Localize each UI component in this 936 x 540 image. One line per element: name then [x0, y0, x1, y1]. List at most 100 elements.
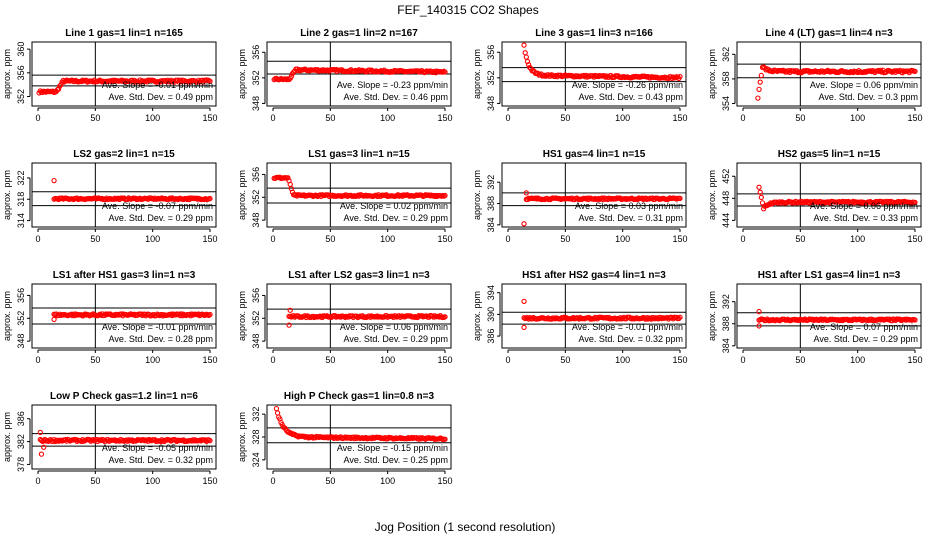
- data-point: [522, 50, 528, 56]
- stddev-annotation: Ave. Std. Dev. = 0.31 ppm: [579, 213, 683, 223]
- y-tick-label: 448: [721, 191, 731, 206]
- x-tick-label: 0: [270, 234, 275, 244]
- data-point: [57, 83, 63, 89]
- data-point: [442, 314, 448, 320]
- panel-title: Line 4 (LT) gas=1 lin=4 n=3: [765, 28, 893, 39]
- x-tick-label: 50: [560, 113, 570, 123]
- panel-11: HS1 after HS2 gas=4 lin=1 n=3 approx. ppm…: [472, 270, 688, 365]
- data-point: [287, 307, 293, 313]
- data-point: [37, 429, 43, 436]
- data-point: [806, 200, 813, 206]
- figure-title: FEF_140315 CO2 Shapes: [397, 3, 538, 17]
- data-point: [51, 177, 57, 184]
- panel-ylabel: approx. ppm: [237, 291, 247, 341]
- x-tick-label: 100: [615, 234, 630, 244]
- data-point: [756, 323, 762, 329]
- panel-title: HS2 gas=5 lin=1 n=15: [778, 149, 881, 160]
- data-point: [773, 199, 779, 205]
- y-tick-label: 362: [721, 47, 731, 62]
- data-point: [758, 72, 764, 79]
- x-tick-label: 0: [270, 476, 275, 486]
- x-tick-label: 50: [325, 234, 335, 244]
- y-tick-label: 352: [251, 190, 261, 205]
- panel-ylabel: approx. ppm: [472, 170, 482, 220]
- data-point: [639, 195, 645, 201]
- x-tick-label: 150: [202, 355, 217, 365]
- y-tick-label: 324: [251, 452, 261, 467]
- y-tick-label: 386: [16, 411, 26, 426]
- slope-annotation: Ave. Slope = 0.06 ppm/min: [810, 80, 918, 90]
- stddev-annotation: Ave. Std. Dev. = 0.43 ppm: [579, 92, 683, 102]
- slope-annotation: Ave. Slope = -0.05 ppm/min: [102, 443, 213, 453]
- panel-title: HS1 after HS2 gas=4 lin=1 n=3: [522, 270, 666, 281]
- plot-frame: [501, 162, 687, 228]
- panel-ylabel: approx. ppm: [472, 291, 482, 341]
- panel-title: LS1 after HS1 gas=3 lin=1 n=3: [53, 270, 196, 281]
- panel-6: LS1 gas=3 lin=1 n=15 approx. ppm 0 50 100 150…: [237, 149, 453, 244]
- x-tick-label: 100: [615, 355, 630, 365]
- data-point: [676, 315, 682, 322]
- x-tick-label: 150: [437, 113, 452, 123]
- data-point: [38, 451, 45, 457]
- y-tick-label: 318: [16, 192, 26, 207]
- data-points: [51, 177, 213, 203]
- slope-annotation: Ave. Slope = -0.01 ppm/min: [572, 322, 683, 332]
- panel-1: Line 1 gas=1 lin=1 n=165 approx. ppm 0 50 10…: [2, 28, 218, 123]
- y-tick-label: 354: [721, 96, 731, 111]
- panel-2: Line 2 gas=1 lin=2 n=167 approx. ppm 0 50 10…: [237, 28, 453, 123]
- stddev-annotation: Ave. Std. Dev. = 0.32 ppm: [579, 334, 683, 344]
- data-point: [58, 82, 64, 88]
- data-point: [650, 315, 657, 321]
- data-point: [442, 192, 448, 199]
- data-point: [41, 444, 47, 450]
- y-tick-label: 390: [486, 307, 496, 322]
- data-point: [677, 314, 683, 320]
- data-point: [912, 199, 918, 206]
- x-tick-label: 0: [270, 355, 275, 365]
- y-tick-label: 356: [16, 65, 26, 80]
- x-tick-label: 100: [615, 113, 630, 123]
- data-point: [55, 86, 62, 92]
- stddev-annotation: Ave. Std. Dev. = 0.49 ppm: [109, 92, 213, 102]
- data-points: [37, 429, 213, 457]
- x-tick-label: 100: [145, 476, 160, 486]
- data-point: [595, 195, 602, 202]
- y-tick-label: 322: [16, 170, 26, 185]
- data-point: [521, 324, 527, 331]
- stddev-annotation: Ave. Std. Dev. = 0.25 ppm: [344, 455, 448, 465]
- plot-frame: [266, 162, 452, 228]
- x-tick-label: 100: [380, 234, 395, 244]
- panel-title: Line 2 gas=1 lin=2 n=167: [300, 28, 418, 39]
- x-tick-label: 150: [672, 355, 687, 365]
- slope-annotation: Ave. Slope = -0.26 ppm/min: [572, 80, 683, 90]
- x-tick-label: 100: [850, 355, 865, 365]
- slope-annotation: Ave. Slope = -0.01 ppm/min: [102, 80, 213, 90]
- data-point: [521, 298, 527, 305]
- stddev-annotation: Ave. Std. Dev. = 0.29 ppm: [344, 213, 448, 223]
- y-tick-label: 352: [16, 89, 26, 104]
- data-points: [51, 311, 213, 323]
- data-point: [755, 95, 761, 101]
- figure-xlabel: Jog Position (1 second resolution): [375, 520, 556, 534]
- x-tick-label: 50: [325, 476, 335, 486]
- stddev-annotation: Ave. Std. Dev. = 0.29 ppm: [109, 213, 213, 223]
- data-point: [51, 316, 57, 323]
- data-point: [356, 67, 362, 73]
- x-tick-label: 50: [560, 355, 570, 365]
- panel-ylabel: approx. ppm: [2, 291, 12, 341]
- y-tick-label: 356: [16, 288, 26, 303]
- y-tick-label: 356: [251, 167, 261, 182]
- x-tick-label: 50: [795, 355, 805, 365]
- plot-frame: [736, 283, 922, 349]
- data-points: [756, 308, 918, 329]
- data-point: [645, 316, 651, 322]
- data-point: [442, 436, 448, 442]
- x-tick-label: 50: [90, 355, 100, 365]
- x-tick-label: 100: [380, 355, 395, 365]
- y-tick-label: 386: [486, 329, 496, 344]
- panel-10: LS1 after LS2 gas=3 lin=1 n=3 approx. ppm…: [237, 270, 453, 365]
- x-tick-label: 50: [795, 113, 805, 123]
- data-point: [797, 199, 803, 206]
- stddev-annotation: Ave. Std. Dev. = 0.33 ppm: [814, 213, 918, 223]
- x-tick-label: 0: [35, 476, 40, 486]
